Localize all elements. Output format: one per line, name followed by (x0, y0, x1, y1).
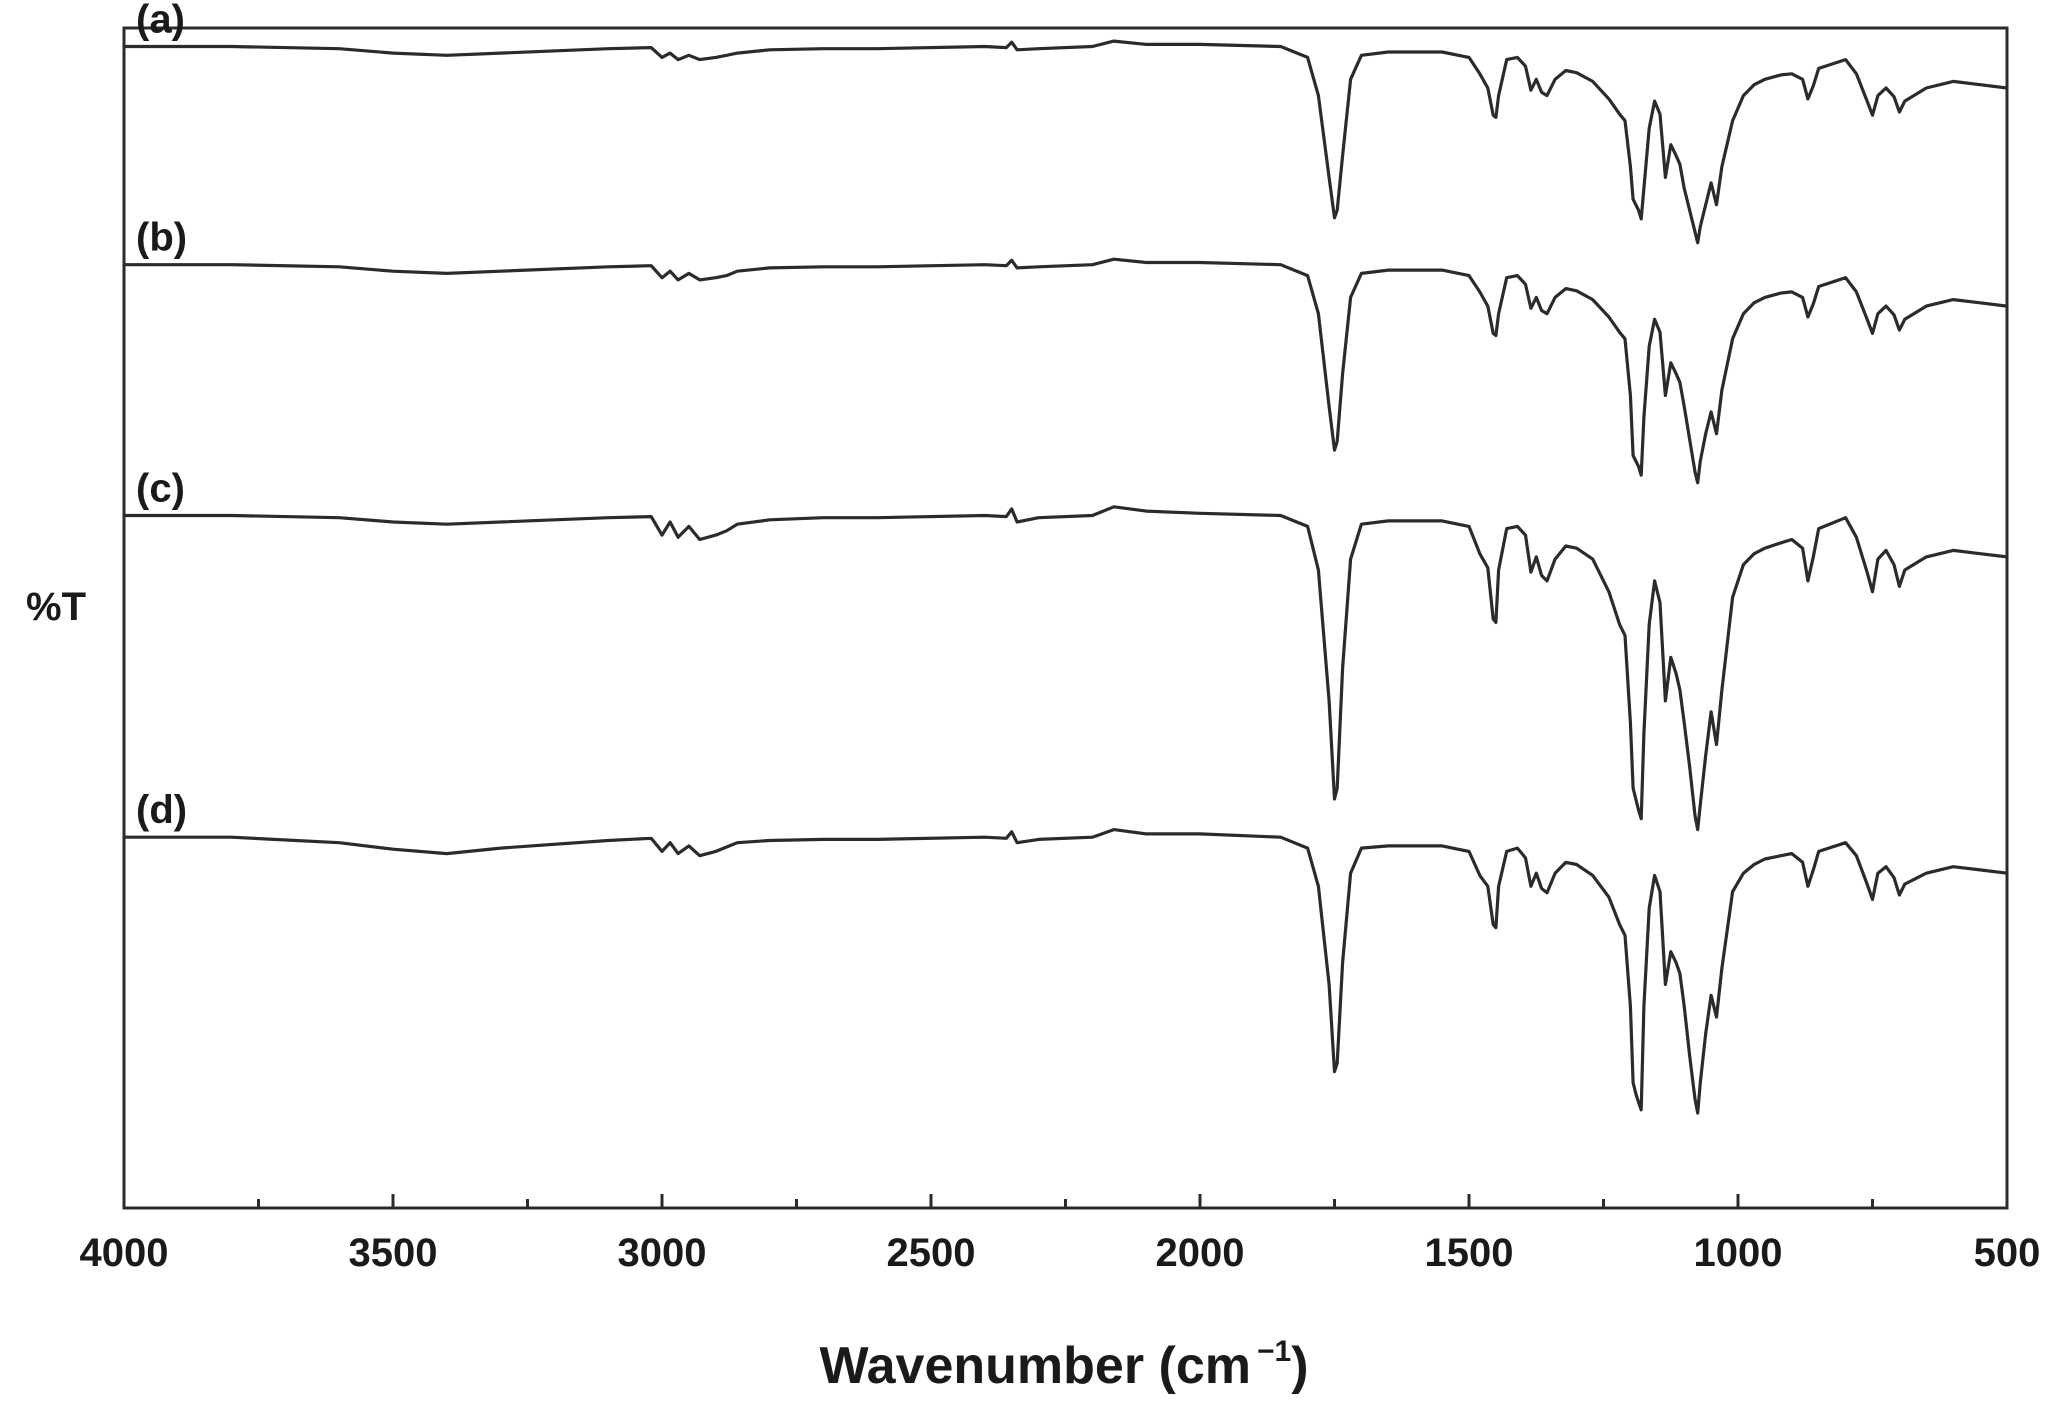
x-tick-label: 500 (1974, 1231, 2041, 1275)
series-line-c (122, 505, 2009, 832)
series-label-a: (a) (136, 0, 185, 42)
series-line-d (122, 828, 2009, 1115)
x-axis-label-superscript: −1 (1257, 1335, 1291, 1368)
x-tick-label: 3000 (618, 1231, 707, 1275)
series-line-b (122, 257, 2009, 485)
series-label-c: (c) (136, 466, 185, 510)
x-tick-label: 4000 (80, 1231, 169, 1275)
x-axis-label-main: Wavenumber (cm (819, 1337, 1251, 1395)
x-tick-label: 2500 (887, 1231, 976, 1275)
series-label-d: (d) (136, 788, 187, 832)
x-tick-label: 1000 (1694, 1231, 1783, 1275)
x-axis-ticks (122, 1194, 2009, 1208)
x-tick-label: 3500 (349, 1231, 438, 1275)
series-line-a (122, 39, 2009, 245)
x-tick-label: 2000 (1156, 1231, 1245, 1275)
series-label-b: (b) (136, 216, 187, 260)
x-tick-label: 1500 (1425, 1231, 1514, 1275)
series-labels: (a) (b) (c) (d) (136, 0, 187, 832)
x-axis-label-close: ) (1291, 1337, 1308, 1395)
x-axis-label: Wavenumber (cm −1) (819, 1335, 1308, 1395)
series-group (122, 39, 2009, 1115)
x-axis-tick-labels: 4000 3500 3000 2500 2000 1500 1000 500 (80, 1231, 2041, 1275)
y-axis-label: %T (26, 585, 86, 629)
plot-frame (122, 26, 2009, 1210)
